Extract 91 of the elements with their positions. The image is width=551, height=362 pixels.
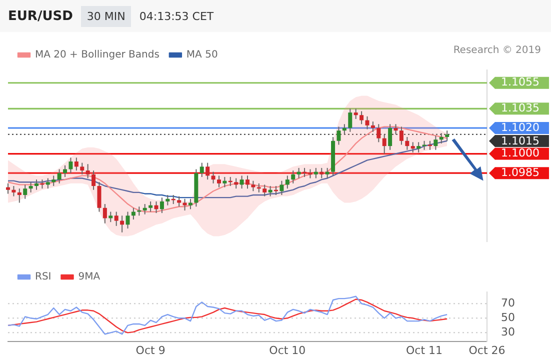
candlestick xyxy=(399,126,404,146)
candlestick xyxy=(23,184,28,200)
candlestick xyxy=(422,140,426,150)
candlestick xyxy=(17,188,22,204)
candlestick xyxy=(268,185,272,197)
candlestick xyxy=(108,211,113,223)
x-tick-label: Oct 11 xyxy=(406,344,443,357)
candlestick xyxy=(68,157,73,174)
candlestick xyxy=(28,182,33,193)
y-tick-label: 1.1055 xyxy=(501,76,540,89)
candlestick xyxy=(206,162,210,180)
legend-label: RSI xyxy=(35,272,52,283)
candlestick xyxy=(148,200,153,212)
candlestick xyxy=(166,194,170,206)
candlestick xyxy=(360,110,364,125)
candlestick xyxy=(182,198,187,211)
candlestick xyxy=(320,167,324,179)
candlestick xyxy=(416,142,421,153)
y-tick-label: 1.1020 xyxy=(501,120,540,134)
chart-subtitle: 30 MIN xyxy=(80,6,132,26)
candlestick xyxy=(434,135,438,150)
candlestick xyxy=(114,211,118,226)
legend-label: 9MA xyxy=(78,272,100,283)
candlestick xyxy=(160,197,164,214)
candlestick xyxy=(336,126,341,146)
candlestick xyxy=(410,142,415,153)
candlestick xyxy=(234,178,238,190)
legend-label: MA 20 + Bollinger Bands xyxy=(35,50,160,61)
candlestick xyxy=(325,167,330,179)
text: 04:13:53 CET xyxy=(139,10,214,22)
candlestick xyxy=(291,170,296,184)
y-tick-label: 1.1000 xyxy=(501,146,540,160)
candlestick xyxy=(251,180,256,192)
x-tick-label: Oct 26 xyxy=(468,344,506,357)
candlestick xyxy=(308,168,312,179)
candlestick xyxy=(80,162,84,175)
y-tick-label: 1.0985 xyxy=(501,166,540,179)
candlestick xyxy=(137,206,142,216)
candlestick xyxy=(240,175,244,190)
candlestick xyxy=(131,207,136,220)
candlestick xyxy=(102,204,107,224)
candlestick xyxy=(262,184,267,197)
candlestick xyxy=(86,164,90,179)
candlestick xyxy=(126,211,130,230)
chart-title: EUR/USD xyxy=(8,8,73,24)
candlestick xyxy=(222,176,227,188)
candlestick xyxy=(388,124,392,150)
text: Research © 2019 xyxy=(453,45,541,56)
candlestick xyxy=(445,130,450,142)
candlestick xyxy=(6,182,10,194)
x-tick-label: Oct 9 xyxy=(136,344,166,357)
candlestick xyxy=(177,196,182,208)
candlestick xyxy=(376,124,381,143)
candlestick xyxy=(120,215,124,233)
candlestick xyxy=(12,185,16,197)
candlestick xyxy=(348,108,352,132)
candlestick xyxy=(52,175,56,186)
candlestick xyxy=(314,167,318,179)
candlestick xyxy=(188,198,192,210)
candlestick xyxy=(216,175,221,188)
candlestick xyxy=(439,132,444,144)
candlestick xyxy=(405,136,410,150)
candlestick xyxy=(63,164,68,178)
candlestick xyxy=(142,204,147,215)
ref-line-label: 1.1015 xyxy=(501,134,540,148)
candlestick xyxy=(365,116,370,130)
candlestick xyxy=(246,175,250,190)
candlestick xyxy=(200,162,204,178)
candlestick xyxy=(342,124,346,135)
candlestick xyxy=(382,134,386,154)
candlestick xyxy=(57,168,62,184)
candlestick xyxy=(428,140,432,150)
candlestick xyxy=(92,170,96,190)
candlestick xyxy=(154,200,158,214)
candlestick xyxy=(34,179,39,190)
x-tick-label: Oct 10 xyxy=(269,344,306,357)
candlestick xyxy=(285,175,290,190)
candlestick xyxy=(370,121,375,132)
candlestick xyxy=(296,167,301,179)
y-tick-label: 50 xyxy=(501,311,515,324)
candlestick xyxy=(97,182,102,212)
candlestick xyxy=(354,108,358,120)
candlestick xyxy=(394,124,398,135)
candlestick xyxy=(46,178,50,190)
y-tick-label: 1.1035 xyxy=(501,102,540,115)
y-tick-label: 70 xyxy=(501,296,515,310)
candlestick xyxy=(74,157,78,172)
legend-label: MA 50 xyxy=(186,50,218,61)
y-tick-label: 30 xyxy=(501,326,515,339)
candlestick xyxy=(280,180,284,196)
candlestick xyxy=(211,171,216,184)
